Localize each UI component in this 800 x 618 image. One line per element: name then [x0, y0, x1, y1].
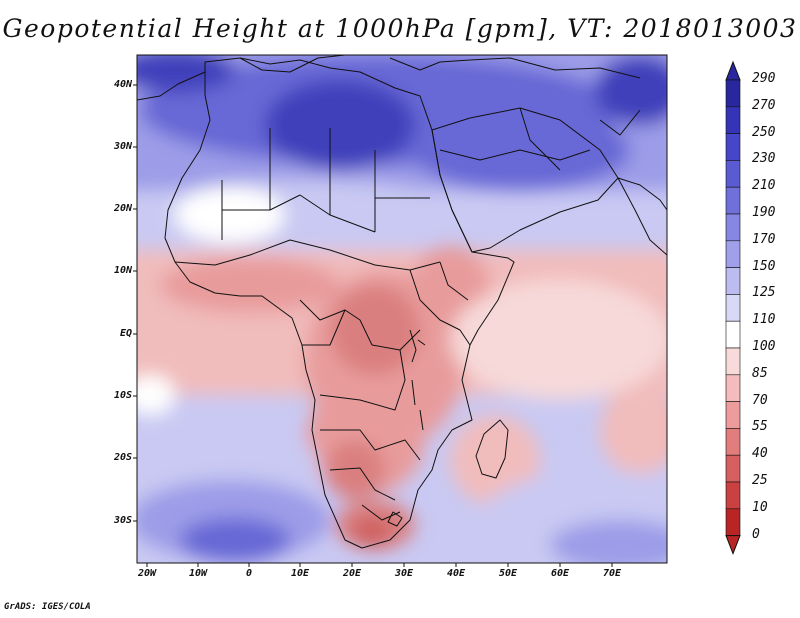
lakes	[409, 329, 426, 431]
border-sahel	[174, 239, 441, 271]
colorbar-label: 110	[752, 312, 776, 328]
colorbar-label: 0	[752, 526, 760, 542]
colorbar-swatch	[725, 481, 741, 510]
border-east	[409, 261, 471, 346]
map-frame	[136, 54, 668, 564]
colorbar-label: 150	[752, 258, 776, 274]
field-congo-deep	[330, 285, 420, 375]
field-sw-white	[137, 375, 175, 415]
colorbar-bottom-arrow	[725, 535, 741, 555]
lat-label-10s: 10S	[113, 390, 132, 401]
colorbar-swatch	[725, 240, 741, 268]
lat-label-10n: 10N	[113, 265, 132, 276]
field-high-ne	[595, 55, 667, 125]
lon-label-40e: 40E	[446, 568, 466, 579]
arabia	[431, 107, 619, 253]
colorbar-label: 210	[752, 178, 776, 194]
colorbar-label: 100	[752, 339, 776, 354]
field-layer	[137, 55, 667, 563]
colorbar-top-arrow	[725, 60, 741, 81]
field-se-blue	[550, 520, 667, 563]
lon-label-10e: 10E	[290, 568, 310, 579]
lat-label-20s: 20S	[113, 452, 132, 463]
colorbar-swatch	[725, 508, 741, 536]
colorbar-label: 55	[752, 419, 768, 435]
colorbar-swatch	[725, 347, 741, 376]
lat-label-40n: 40N	[113, 79, 132, 90]
field-gulf-red	[160, 257, 340, 313]
colorbar-label: 25	[752, 473, 768, 488]
colorbar-label: 40	[752, 446, 768, 462]
border-south	[320, 429, 421, 521]
colorbar-label: 70	[752, 392, 768, 408]
colorbar-label: 250	[752, 124, 776, 140]
colorbar-label: 270	[752, 97, 776, 113]
india	[617, 177, 667, 256]
credit-text: GrADS: IGES/COLA	[4, 602, 91, 612]
colorbar-swatch	[725, 428, 741, 456]
madagascar	[475, 419, 509, 479]
colorbar-label: 10	[752, 499, 768, 515]
field-kalahari	[325, 440, 385, 500]
colorbar-swatch	[725, 267, 741, 295]
colorbar-label: 190	[752, 205, 776, 220]
colorbar-swatch	[725, 454, 741, 483]
mideast-borders	[439, 107, 641, 171]
lat-label-30s: 30S	[113, 515, 132, 526]
field-west-white	[175, 187, 285, 243]
colorbar-swatch	[725, 294, 741, 322]
lon-label-0: 0	[245, 568, 253, 579]
lat-label-eq: EQ	[119, 328, 132, 339]
colorbar-label: 85	[752, 365, 768, 381]
lesotho	[387, 511, 403, 527]
lon-label-20w: 20W	[137, 568, 157, 579]
field-high-nw	[137, 55, 235, 92]
africa-coastline	[164, 57, 515, 549]
lon-label-20e: 20E	[342, 568, 362, 579]
lon-label-30e: 30E	[394, 568, 414, 579]
field-sw-deep	[180, 518, 290, 562]
colorbar-swatch	[725, 160, 741, 188]
lon-label-10w: 10W	[188, 568, 208, 579]
lon-label-50e: 50E	[498, 568, 518, 579]
field-high-libya	[265, 80, 415, 170]
field-ocean-pale	[450, 280, 667, 400]
lat-label-30n: 30N	[113, 141, 132, 152]
border-sahara	[221, 128, 430, 240]
lon-label-60e: 60E	[550, 568, 570, 579]
lon-label-70e: 70E	[602, 568, 622, 579]
colorbar-label: 290	[752, 71, 776, 86]
colorbar-label: 125	[752, 285, 776, 301]
colorbar-swatch	[725, 133, 741, 161]
colorbar-swatch	[725, 106, 741, 134]
border-central	[299, 299, 421, 411]
colorbar-swatch	[725, 79, 741, 108]
colorbar-swatch	[725, 374, 741, 402]
europe-coast	[137, 55, 641, 101]
colorbar-swatch	[725, 213, 741, 242]
field-east-ocean	[600, 385, 667, 475]
field-mozchannel	[450, 415, 540, 505]
colorbar-label: 230	[752, 151, 776, 167]
colorbar-swatch	[725, 186, 741, 215]
coastlines	[137, 55, 667, 549]
chart-title: Geopotential Height at 1000hPa [gpm], VT…	[2, 14, 798, 43]
colorbar-label: 170	[752, 231, 776, 247]
lat-label-20n: 20N	[113, 203, 132, 214]
colorbar-swatch	[725, 401, 741, 429]
colorbar-swatch	[725, 320, 741, 349]
ticks	[133, 84, 613, 567]
colorbar	[725, 60, 741, 555]
field-cape-deep	[352, 518, 392, 546]
